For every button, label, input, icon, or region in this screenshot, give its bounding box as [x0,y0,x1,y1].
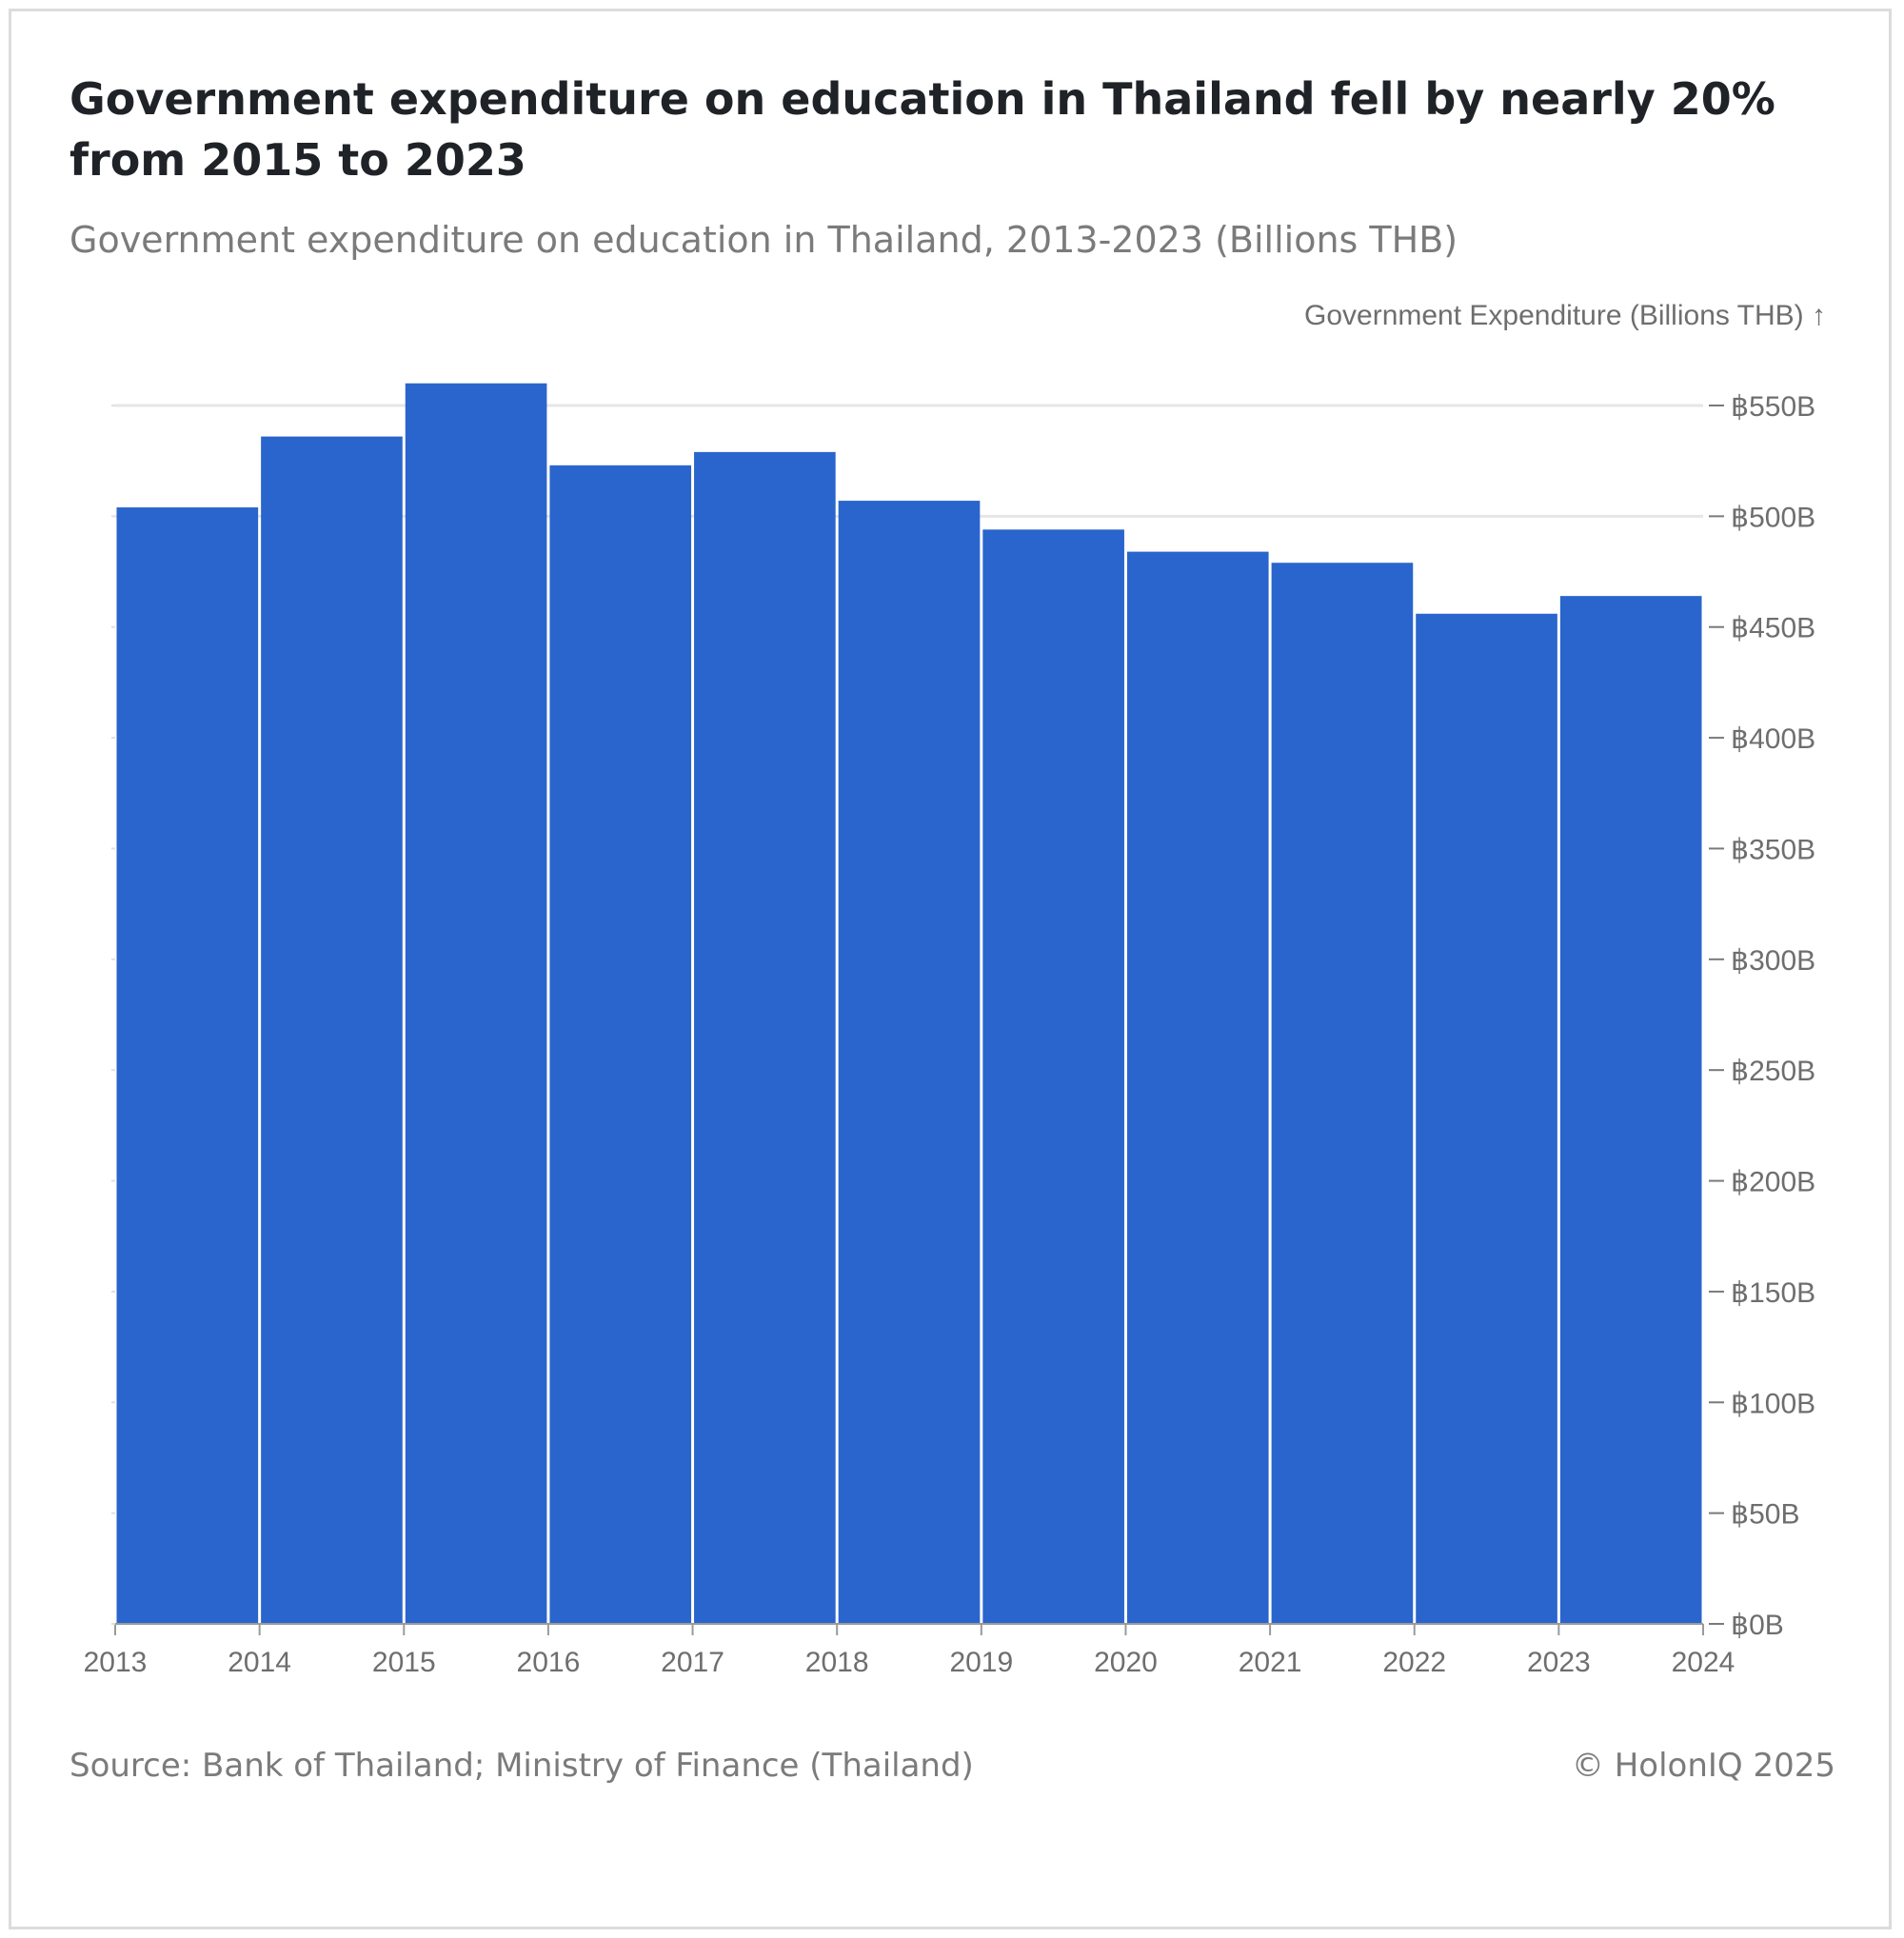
x-tick-label-2020: 2020 [1094,1647,1158,1678]
x-tick-label-2018: 2018 [805,1647,869,1678]
y-tick-label-550: ฿550B [1731,391,1815,423]
bar-2020 [1126,551,1269,1624]
bar-2016 [549,465,692,1624]
bar-2022 [1416,613,1557,1624]
bar-2021 [1271,563,1414,1625]
bars [116,383,1702,1625]
chart-title: Government expenditure on education in T… [69,73,1775,186]
x-tick-label-2017: 2017 [661,1647,724,1678]
copyright-note: © HolonIQ 2025 [1571,1747,1835,1785]
bar-2015 [405,383,547,1624]
bar-2023 [1559,596,1702,1624]
bar-2013 [116,507,259,1624]
source-note: Source: Bank of Thailand; Ministry of Fi… [69,1747,974,1785]
chart-subtitle: Government expenditure on education in T… [69,219,1458,261]
x-tick-label-2023: 2023 [1527,1647,1591,1678]
x-tick-label-2022: 2022 [1382,1647,1446,1678]
x-tick-label-2014: 2014 [228,1647,291,1678]
y-tick-label-250: ฿250B [1731,1056,1815,1087]
y-tick-label-300: ฿300B [1731,945,1815,977]
y-tick-label-50: ฿50B [1731,1499,1799,1531]
y-tick-label-200: ฿200B [1731,1167,1815,1198]
y-tick-label-350: ฿350B [1731,834,1815,865]
y-tick-label-500: ฿500B [1731,502,1815,533]
x-tick-label-2016: 2016 [517,1647,581,1678]
y-tick-label-400: ฿400B [1731,723,1815,755]
bar-2019 [982,529,1124,1624]
y-tick-label-0: ฿0B [1731,1610,1784,1641]
bar-2018 [838,501,981,1624]
x-tick-label-2024: 2024 [1672,1647,1735,1678]
y-axis-label: Government Expenditure (Billions THB) ↑ [1304,300,1826,331]
x-tick-label-2021: 2021 [1239,1647,1302,1678]
y-tick-label-150: ฿150B [1731,1277,1815,1309]
axes: 2013 2014 2015 2016 2017 2018 2019 2020 2021 2022… [84,391,1816,1678]
y-tick-label-100: ฿100B [1731,1388,1815,1419]
bar-2014 [261,436,403,1625]
bar-2017 [694,451,836,1624]
x-tick-label-2019: 2019 [949,1647,1013,1678]
x-tick-label-2015: 2015 [372,1647,436,1678]
x-tick-label-2013: 2013 [84,1647,148,1678]
y-tick-label-450: ฿450B [1731,613,1815,644]
